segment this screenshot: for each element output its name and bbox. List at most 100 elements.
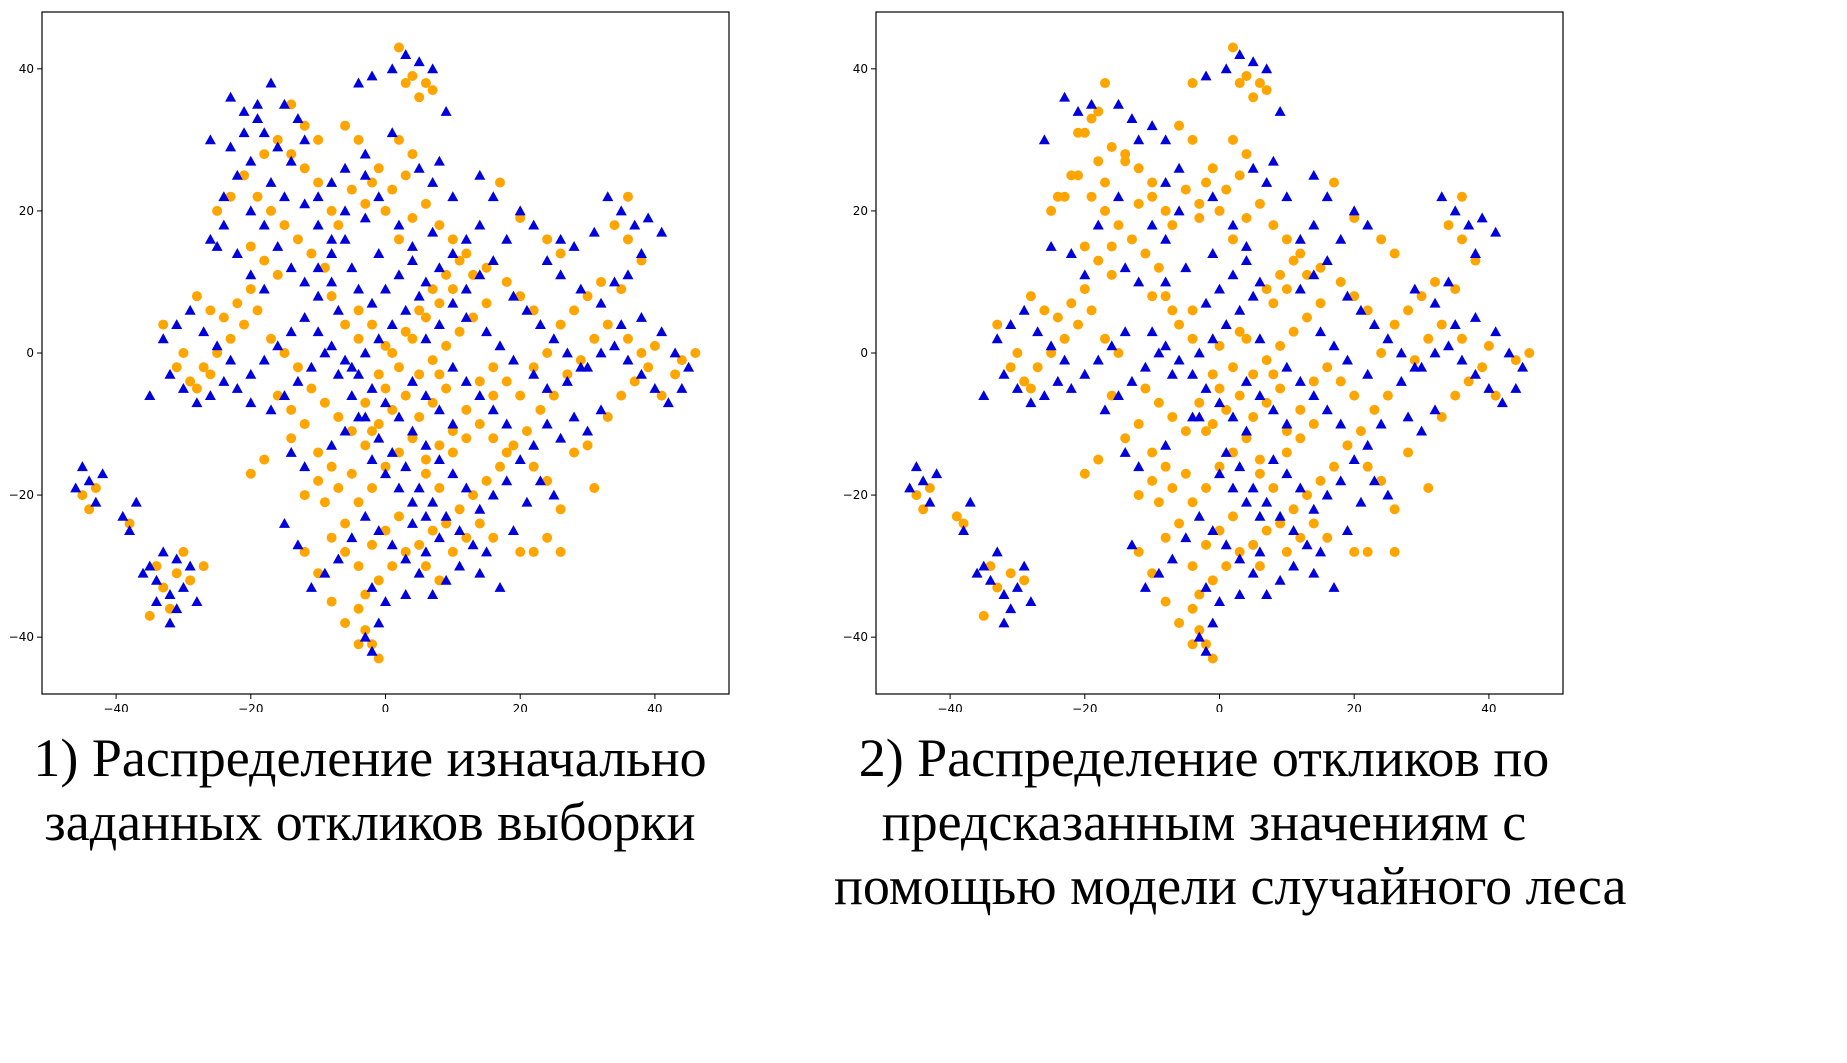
right-point-circle	[1227, 42, 1238, 53]
left-point-triangle	[662, 397, 674, 408]
right-point-circle	[1160, 291, 1171, 302]
left-point-circle	[353, 639, 364, 650]
left-point-triangle	[413, 162, 425, 173]
left-point-triangle	[420, 276, 432, 287]
right-point-circle	[1160, 205, 1171, 216]
left-point-triangle	[460, 482, 472, 493]
left-point-triangle	[198, 326, 210, 337]
left-point-circle	[205, 305, 216, 316]
left-point-triangle	[231, 248, 243, 258]
left-point-triangle	[521, 496, 533, 507]
left-point-circle	[562, 369, 573, 380]
left-point-triangle	[339, 354, 351, 365]
right-point-triangle	[1335, 233, 1347, 244]
right-point-triangle	[1395, 347, 1407, 358]
right-point-circle	[1093, 255, 1104, 266]
right-x-tick-label: −20	[1072, 702, 1097, 712]
right-point-triangle	[991, 333, 1003, 344]
right-point-triangle	[1160, 340, 1172, 351]
left-point-triangle	[420, 510, 432, 521]
right-y-tick-label: −40	[843, 630, 868, 644]
left-point-triangle	[602, 191, 614, 202]
right-point-triangle	[1180, 262, 1192, 273]
left-point-triangle	[467, 539, 479, 550]
right-point-triangle	[1011, 383, 1023, 393]
right-point-triangle	[1038, 134, 1050, 145]
left-point-triangle	[292, 539, 304, 550]
right-point-circle	[1032, 362, 1043, 373]
left-point-triangle	[528, 368, 540, 379]
left-point-triangle	[265, 177, 277, 187]
right-point-circle	[1214, 383, 1225, 394]
left-point-triangle	[487, 255, 499, 266]
left-point-circle	[373, 575, 384, 586]
left-point-triangle	[433, 155, 445, 166]
left-point-triangle	[555, 269, 567, 280]
right-point-triangle	[1395, 375, 1407, 386]
right-point-triangle	[1099, 404, 1111, 415]
left-y-tick-label: −40	[9, 630, 34, 644]
right-point-triangle	[964, 496, 976, 507]
left-point-circle	[414, 539, 425, 550]
left-point-triangle	[218, 191, 230, 202]
right-point-circle	[1126, 234, 1137, 245]
right-point-circle	[1059, 333, 1070, 344]
left-point-triangle	[474, 567, 486, 578]
right-point-triangle	[985, 574, 996, 585]
right-point-circle	[1477, 362, 1488, 373]
right-point-circle	[1295, 433, 1306, 444]
right-point-circle	[1362, 461, 1373, 472]
right-point-triangle	[971, 567, 983, 578]
left-point-circle	[596, 276, 607, 287]
right-point-circle	[1214, 205, 1225, 216]
left-point-circle	[299, 120, 310, 131]
left-point-circle	[447, 546, 458, 557]
left-point-triangle	[501, 475, 513, 486]
left-point-triangle	[299, 461, 311, 472]
left-point-circle	[427, 525, 438, 536]
left-point-triangle	[380, 397, 391, 408]
left-point-triangle	[555, 233, 567, 244]
right-point-circle	[1167, 220, 1178, 231]
right-point-circle	[1201, 177, 1212, 188]
left-point-triangle	[656, 226, 668, 237]
right-point-triangle	[1126, 113, 1138, 123]
left-point-circle	[461, 248, 472, 259]
right-point-triangle	[1288, 525, 1300, 536]
left-point-triangle	[474, 503, 486, 514]
left-point-circle	[609, 220, 620, 231]
right-point-triangle	[1281, 418, 1293, 429]
right-point-triangle	[1214, 468, 1225, 479]
right-point-circle	[1241, 213, 1252, 224]
left-series-triangle	[70, 49, 695, 656]
right-point-triangle	[1247, 162, 1259, 173]
left-point-triangle	[326, 248, 338, 258]
right-point-circle	[1120, 149, 1131, 160]
right-point-circle	[1275, 383, 1286, 394]
left-point-circle	[333, 411, 344, 422]
right-point-triangle	[1362, 439, 1374, 450]
right-point-triangle	[1166, 368, 1178, 379]
right-point-circle	[1335, 376, 1346, 387]
left-point-circle	[185, 575, 196, 586]
left-point-circle	[272, 134, 283, 145]
left-point-triangle	[595, 404, 607, 415]
left-point-triangle	[548, 333, 560, 344]
right-point-triangle	[1382, 489, 1394, 500]
right-point-circle	[1308, 419, 1319, 430]
right-point-triangle	[1207, 525, 1219, 536]
left-point-circle	[474, 376, 485, 387]
right-point-triangle	[1294, 283, 1306, 294]
left-point-triangle	[447, 297, 459, 308]
left-point-triangle	[366, 383, 378, 393]
left-point-triangle	[514, 454, 526, 464]
right-point-triangle	[1227, 269, 1239, 280]
right-point-circle	[1456, 333, 1467, 344]
left-point-triangle	[615, 205, 627, 216]
right-point-circle	[1174, 120, 1185, 131]
left-point-triangle	[231, 383, 243, 393]
right-point-triangle	[1355, 304, 1367, 315]
right-point-circle	[1160, 596, 1171, 607]
right-y-tick-label: 40	[853, 62, 868, 76]
left-point-circle	[286, 433, 297, 444]
